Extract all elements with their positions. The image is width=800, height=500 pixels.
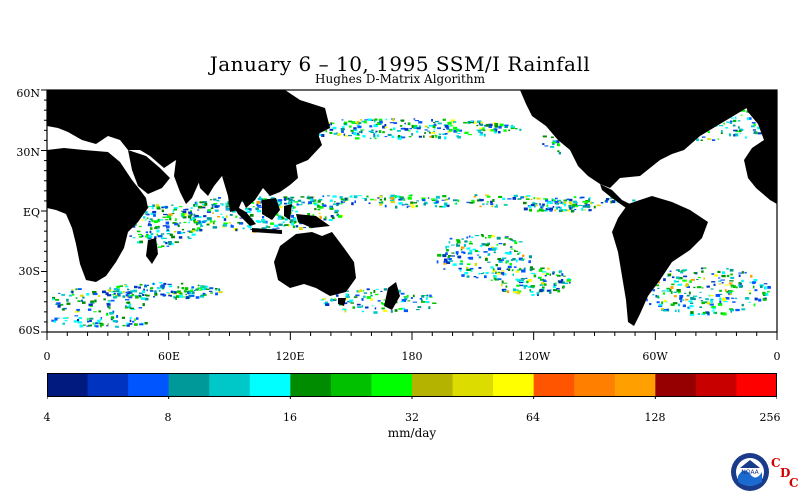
land-sumatra bbox=[232, 204, 256, 226]
longitude-ticks bbox=[46, 332, 778, 340]
cdc-letter-1: C bbox=[771, 456, 781, 470]
colorbar-swatch bbox=[533, 373, 575, 397]
land-africa bbox=[47, 148, 148, 282]
colorbar-swatch bbox=[412, 373, 454, 397]
map-subtitle: Hughes D-Matrix Algorithm bbox=[315, 72, 485, 86]
colorbar-swatch bbox=[493, 373, 535, 397]
land-india bbox=[174, 160, 200, 204]
map-title: January 6 – 10, 1995 SSM/I Rainfall bbox=[209, 52, 591, 76]
colorbar-tick-64: 64 bbox=[526, 411, 540, 424]
lon-label-60w: 60W bbox=[642, 350, 668, 363]
noaa-logo: NOAA bbox=[731, 453, 769, 491]
land-europe-east-edge bbox=[740, 90, 777, 204]
lon-label-120e: 120E bbox=[275, 350, 305, 363]
colorbar-tick-128: 128 bbox=[644, 411, 666, 424]
land-greenland bbox=[690, 90, 730, 112]
colorbar-tick-256: 256 bbox=[759, 411, 781, 424]
colorbar-swatch bbox=[87, 373, 129, 397]
land-north-america bbox=[520, 90, 777, 188]
cdc-letter-3: C bbox=[789, 476, 799, 490]
colorbar-swatch bbox=[168, 373, 210, 397]
colorbar bbox=[47, 373, 777, 399]
colorbar-swatch bbox=[371, 373, 413, 397]
lat-label-30n: 30N bbox=[16, 146, 40, 159]
land-arabia bbox=[128, 150, 170, 194]
colorbar-tick-4: 4 bbox=[43, 411, 51, 424]
colorbar-swatch bbox=[452, 373, 494, 397]
colorbar-swatch bbox=[128, 373, 170, 397]
land-indochina bbox=[222, 176, 244, 212]
lon-label-120w: 120W bbox=[517, 350, 551, 363]
lon-label-180: 180 bbox=[401, 350, 423, 363]
latitude-ticks bbox=[41, 89, 47, 333]
noaa-logo-text: NOAA bbox=[741, 469, 759, 476]
colorbar-swatch bbox=[695, 373, 737, 397]
lon-label-0: 0 bbox=[43, 350, 51, 363]
land-eurasia bbox=[47, 90, 330, 208]
land-sulawesi bbox=[284, 204, 292, 220]
lat-label-60n: 60N bbox=[16, 87, 40, 100]
colorbar-swatch bbox=[209, 373, 251, 397]
colorbar-tick-16: 16 bbox=[283, 411, 297, 424]
land-borneo bbox=[262, 198, 280, 220]
cdc-letter-2: D bbox=[780, 466, 791, 480]
land-madagascar bbox=[146, 238, 158, 264]
land-tasmania bbox=[338, 298, 346, 306]
colorbar-tick-8: 8 bbox=[164, 411, 172, 424]
colorbar-swatch bbox=[736, 373, 777, 397]
colorbar-swatch bbox=[290, 373, 332, 397]
land-central-america bbox=[600, 184, 630, 208]
land-layer bbox=[47, 90, 777, 326]
colorbar-swatch bbox=[574, 373, 616, 397]
colorbar-tick-32: 32 bbox=[405, 411, 419, 424]
lat-label-30s: 30S bbox=[18, 265, 40, 278]
colorbar-swatch bbox=[330, 373, 372, 397]
colorbar-swatch bbox=[614, 373, 656, 397]
land-new-zealand bbox=[384, 282, 400, 310]
lon-label-60e: 60E bbox=[157, 350, 181, 363]
lat-label-60s: 60S bbox=[18, 324, 40, 337]
land-new-guinea bbox=[296, 214, 330, 228]
land-australia bbox=[274, 232, 356, 296]
land-south-america bbox=[612, 196, 708, 326]
lat-label-eq: EQ bbox=[22, 206, 40, 219]
lon-label-0-east: 0 bbox=[773, 350, 781, 363]
colorbar-units: mm/day bbox=[387, 426, 437, 440]
colorbar-swatch bbox=[655, 373, 697, 397]
land-java bbox=[252, 228, 282, 234]
colorbar-swatch bbox=[47, 373, 89, 397]
land-japan bbox=[300, 130, 320, 160]
colorbar-border bbox=[47, 373, 777, 397]
colorbar-swatch bbox=[249, 373, 291, 397]
